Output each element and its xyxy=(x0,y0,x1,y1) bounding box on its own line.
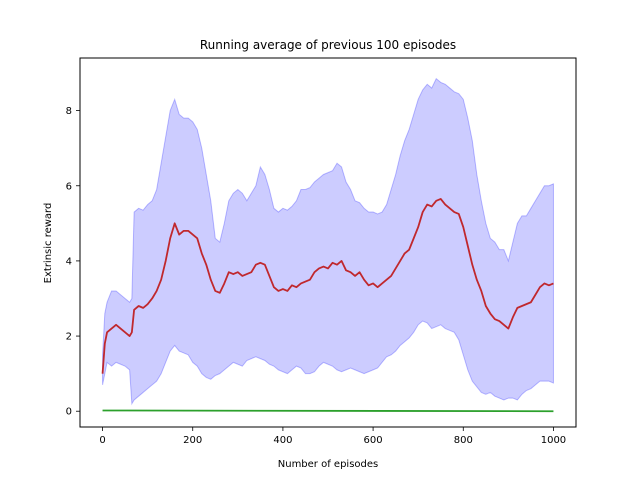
y-tick-label: 8 xyxy=(66,106,72,117)
baseline-line xyxy=(102,409,554,413)
x-tick-label: 1000 xyxy=(541,435,566,446)
y-tick-label: 6 xyxy=(66,181,72,192)
mean-line xyxy=(101,198,554,374)
x-axis: 0 200 400 600 800 1000 xyxy=(99,427,566,446)
x-tick-label: 600 xyxy=(364,435,383,446)
x-tick-label: 0 xyxy=(99,435,105,446)
y-tick-label: 2 xyxy=(66,332,72,343)
plot-frame xyxy=(79,57,577,428)
y-tick-label: 4 xyxy=(66,256,72,267)
y-axis-label: Extrinsic reward xyxy=(43,203,54,284)
y-tick-label: 0 xyxy=(66,407,72,418)
confidence-band xyxy=(102,77,554,406)
x-axis-label: Number of episodes xyxy=(278,459,378,470)
plot-area xyxy=(101,77,554,413)
x-tick-label: 400 xyxy=(273,435,292,446)
x-tick-label: 800 xyxy=(454,435,473,446)
chart-title: Running average of previous 100 episodes xyxy=(200,38,456,52)
x-tick-label: 200 xyxy=(183,435,202,446)
y-axis: 0 2 4 6 8 xyxy=(66,106,80,418)
